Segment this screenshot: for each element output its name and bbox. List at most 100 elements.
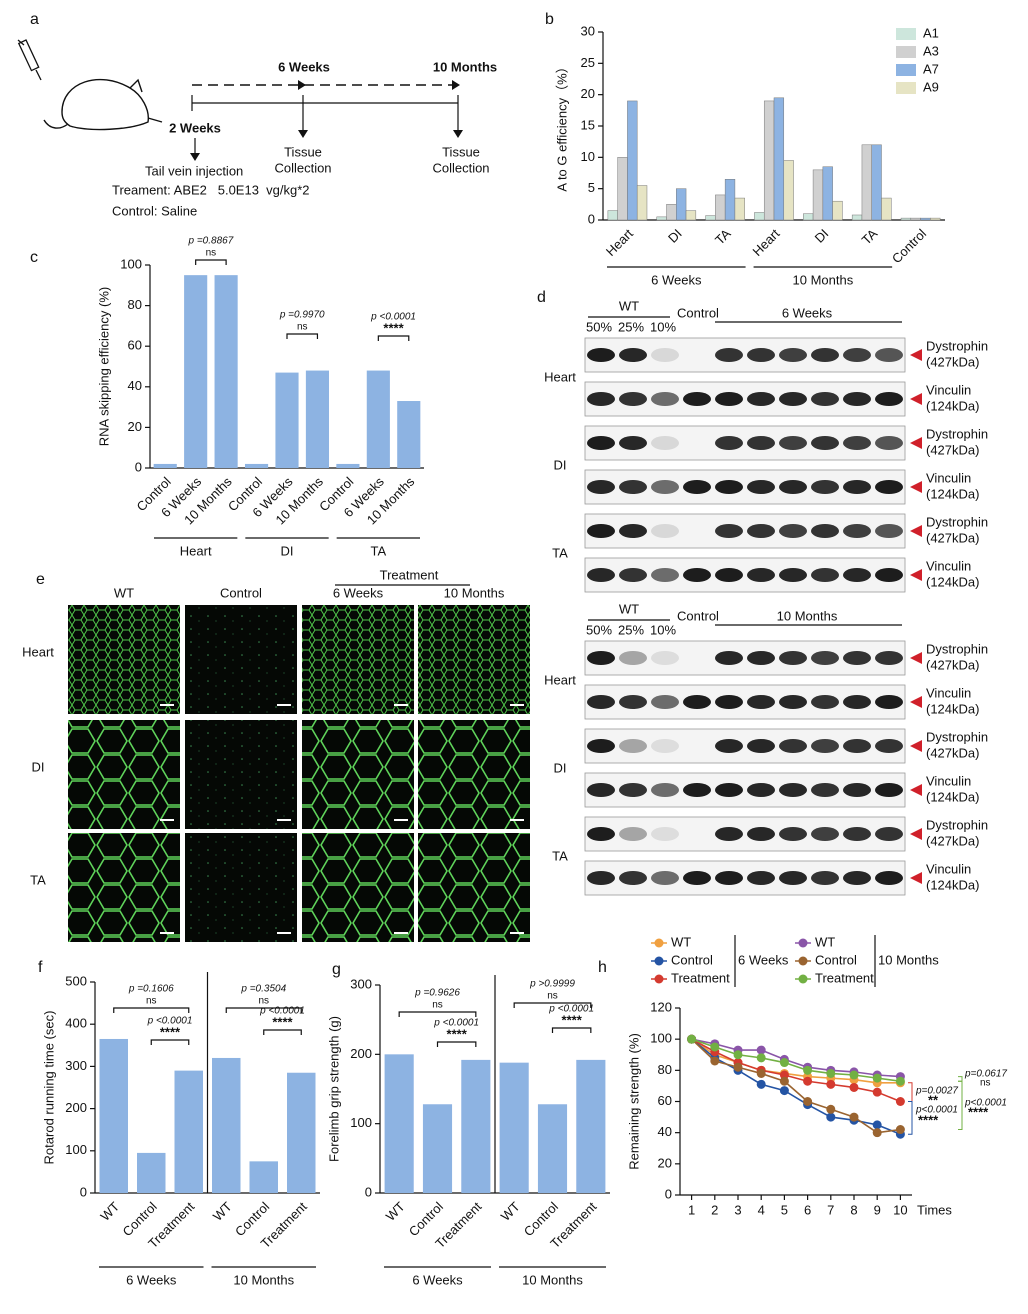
step-label: Tissue bbox=[284, 144, 322, 159]
blot-band bbox=[875, 392, 903, 406]
x-tick-label: DI bbox=[812, 226, 832, 246]
bar bbox=[184, 275, 208, 468]
bar bbox=[397, 401, 421, 468]
y-tick-label: 0 bbox=[665, 1186, 672, 1201]
p-value: p >0.9999 bbox=[529, 979, 575, 990]
bar bbox=[773, 97, 785, 221]
group-header: Treatment bbox=[380, 567, 439, 582]
significance-label: ns bbox=[547, 991, 558, 1002]
bar bbox=[214, 275, 238, 468]
bar bbox=[461, 1059, 491, 1193]
panel-label: a bbox=[30, 11, 39, 28]
syringe bbox=[17, 39, 42, 81]
significance-label: ns bbox=[297, 322, 308, 333]
marker-arrow bbox=[910, 349, 922, 361]
blot-band bbox=[651, 348, 679, 362]
y-tick-label: 100 bbox=[120, 256, 142, 271]
micrograph-stain bbox=[302, 720, 414, 829]
bar bbox=[871, 144, 882, 221]
point bbox=[895, 1097, 905, 1106]
x-tick-label: TA bbox=[712, 226, 734, 248]
x-tick-label: 3 bbox=[734, 1202, 741, 1217]
bar bbox=[832, 200, 843, 221]
micrograph-stain bbox=[68, 720, 180, 829]
blot-band bbox=[875, 568, 903, 582]
p-value: p <0.0001 bbox=[370, 312, 416, 323]
group-label: Heart bbox=[180, 543, 212, 558]
blot-band bbox=[779, 348, 807, 362]
bar bbox=[656, 216, 667, 221]
bar bbox=[249, 1161, 278, 1193]
point bbox=[872, 1087, 882, 1097]
blot-band bbox=[811, 739, 839, 753]
blot-band bbox=[587, 827, 615, 841]
marker-arrow bbox=[910, 784, 922, 796]
blot-band bbox=[587, 568, 615, 582]
blot-band bbox=[715, 871, 743, 885]
bar bbox=[305, 370, 330, 468]
bar bbox=[336, 463, 360, 468]
y-tick-label: 5 bbox=[588, 180, 595, 195]
legend-marker bbox=[798, 974, 808, 984]
blot-band bbox=[587, 783, 615, 797]
protein-size: (427kDa) bbox=[926, 442, 979, 457]
control-label: Control: Saline bbox=[112, 203, 197, 218]
marker-arrow bbox=[910, 696, 922, 708]
marker-arrow bbox=[910, 828, 922, 840]
blot-band bbox=[811, 695, 839, 709]
point bbox=[872, 1073, 882, 1083]
protein-name: Vinculin bbox=[926, 861, 971, 876]
x-tick-label: 2 bbox=[711, 1202, 718, 1217]
legend-label: Control bbox=[815, 952, 857, 967]
p-value: p <0.0001 bbox=[433, 1018, 479, 1029]
column-label: 10 Months bbox=[444, 585, 505, 600]
p-value: p =0.9626 bbox=[414, 988, 460, 999]
blot-band bbox=[875, 695, 903, 709]
blot-band bbox=[587, 524, 615, 538]
blot-band bbox=[779, 524, 807, 538]
x-axis-label: Times bbox=[917, 1202, 952, 1217]
protein-name: Vinculin bbox=[926, 470, 971, 485]
blot-band bbox=[811, 480, 839, 494]
protein-size: (124kDa) bbox=[926, 701, 979, 716]
significance-label: **** bbox=[447, 1026, 468, 1041]
row-label: DI bbox=[32, 759, 45, 774]
bar bbox=[734, 197, 745, 221]
panel-label: d bbox=[537, 289, 546, 306]
y-tick-label: 0 bbox=[365, 1184, 372, 1199]
panel-label: f bbox=[38, 959, 43, 976]
tissue-label: DI bbox=[554, 457, 567, 472]
bar bbox=[666, 204, 677, 221]
step-label: Tail vein injection bbox=[145, 163, 243, 178]
blot-band bbox=[715, 739, 743, 753]
blot-band bbox=[843, 568, 871, 582]
protein-size: (124kDa) bbox=[926, 789, 979, 804]
p-value: p=0.0617 bbox=[964, 1069, 1007, 1080]
blot-band bbox=[779, 827, 807, 841]
blot-band bbox=[651, 436, 679, 450]
group-label: 6 Weeks bbox=[126, 1272, 177, 1287]
tissue-label: TA bbox=[552, 545, 568, 560]
x-tick-label: Heart bbox=[749, 226, 782, 259]
blot-band bbox=[843, 436, 871, 450]
significance-label: ns bbox=[146, 996, 157, 1007]
significance-label: **** bbox=[918, 1112, 939, 1127]
significance-bracket bbox=[225, 1007, 302, 1013]
y-tick-label: 40 bbox=[128, 378, 142, 393]
protein-name: Vinculin bbox=[926, 558, 971, 573]
legend-label: Treatment bbox=[671, 970, 730, 985]
blot-band bbox=[779, 568, 807, 582]
y-axis-label: Forelimb grip strength (g) bbox=[326, 1016, 341, 1162]
point bbox=[849, 1112, 859, 1122]
arrowhead bbox=[190, 153, 200, 161]
significance-bracket bbox=[908, 1101, 913, 1135]
micrograph-stain bbox=[68, 833, 180, 942]
p-value: p<0.0001 bbox=[915, 1105, 958, 1116]
bar bbox=[627, 100, 638, 221]
bar bbox=[861, 144, 872, 221]
legend-label: A3 bbox=[923, 43, 939, 58]
legend-swatch bbox=[896, 64, 916, 76]
point bbox=[779, 1076, 789, 1086]
p-value: p =0.8867 bbox=[188, 236, 234, 247]
micrograph-stain bbox=[68, 605, 180, 714]
